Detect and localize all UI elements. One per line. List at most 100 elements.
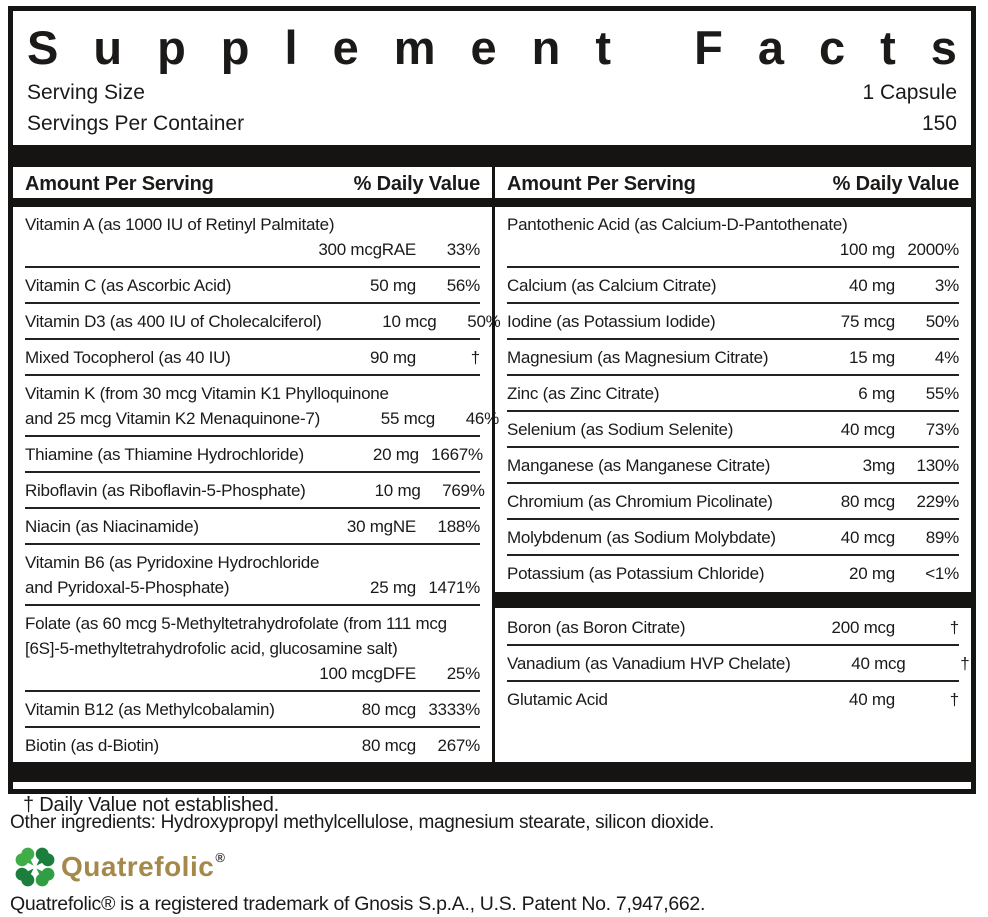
row-separator — [25, 690, 480, 692]
nutrient-daily-value: 89% — [925, 527, 960, 547]
nutrient-amount: 40 mcg — [851, 653, 906, 673]
nutrient-row: Chromium (as Chromium Picolinate) 80 mcg 2… — [495, 484, 971, 518]
other-ingredients-text: Other ingredients: Hydroxypropyl methylc… — [10, 812, 714, 833]
nutrient-amount: 40 mg — [849, 275, 895, 295]
right-header-rule — [495, 198, 971, 207]
nutrient-row: Vanadium (as Vanadium HVP Chelate) 40 mcg… — [495, 646, 971, 680]
nutrient-row: Vitamin A (as 1000 IU of Retinyl Palmita… — [13, 207, 492, 266]
nutrient-name: Iodine (as Potassium Iodide) — [507, 311, 716, 331]
daily-value-heading: % Daily Value — [832, 173, 960, 195]
row-separator — [25, 543, 480, 545]
nutrient-name: Vitamin D3 (as 400 IU of Cholecalciferol… — [25, 311, 322, 331]
nutrient-daily-value: † — [470, 347, 480, 367]
servings-per-container-value: 150 — [921, 112, 957, 135]
row-separator — [507, 374, 959, 376]
row-separator — [25, 338, 480, 340]
serving-size-value: 1 Capsule — [862, 81, 957, 104]
nutrient-daily-value: 46% — [465, 408, 500, 428]
nutrient-daily-value: 1471% — [428, 577, 480, 597]
nutrient-daily-value: <1% — [925, 563, 959, 583]
top-divider-bar — [13, 145, 971, 167]
serving-size-row: Serving Size 1 Capsule — [27, 77, 957, 108]
nutrient-name: Glutamic Acid — [507, 689, 608, 709]
nutrient-daily-value: 25% — [446, 663, 481, 683]
left-rows: Vitamin A (as 1000 IU of Retinyl Palmita… — [13, 207, 501, 762]
amount-per-serving-heading: Amount Per Serving — [507, 173, 696, 195]
nutrient-name: [6S]-5-methyltetrahydrofolic acid, gluco… — [25, 638, 398, 658]
row-separator — [25, 507, 480, 509]
nutrient-amount: 100 mcgDFE — [319, 663, 416, 683]
nutrient-amount: 90 mg — [370, 347, 416, 367]
nutrient-amount: 25 mg — [370, 577, 416, 597]
nutrient-daily-value: 33% — [446, 239, 481, 259]
row-separator — [507, 482, 959, 484]
nutrient-row: Pantothenic Acid (as Calcium-D-Pantothen… — [495, 207, 971, 266]
servings-per-container-row: Servings Per Container 150 — [27, 108, 957, 139]
nutrient-amount: 40 mcg — [840, 419, 896, 439]
nutrient-daily-value: 56% — [446, 275, 481, 295]
nutrient-name: Vitamin A (as 1000 IU of Retinyl Palmita… — [25, 214, 335, 234]
row-separator — [507, 338, 959, 340]
row-separator — [25, 726, 480, 728]
right-column: Amount Per Serving % Daily Value Pantoth… — [492, 167, 971, 762]
nutrient-daily-value: 50% — [925, 311, 960, 331]
nutrient-row: Calcium (as Calcium Citrate) 40 mg 3% — [495, 268, 971, 302]
quatrefolic-logo: Quatrefolic ® — [12, 843, 225, 891]
nutrient-daily-value: 769% — [442, 480, 485, 500]
nutrient-name: Riboflavin (as Riboflavin-5-Phosphate) — [25, 480, 306, 500]
nutrient-daily-value: 50% — [467, 311, 501, 331]
nutrient-name: Niacin (as Niacinamide) — [25, 516, 199, 536]
nutrient-name: Boron (as Boron Citrate) — [507, 617, 686, 637]
row-separator — [507, 302, 959, 304]
right-column-header: Amount Per Serving % Daily Value — [495, 167, 971, 195]
nutrient-name: Manganese (as Manganese Citrate) — [507, 455, 771, 475]
trademark-text: Quatrefolic® is a registered trademark o… — [10, 893, 706, 915]
servings-per-container-label: Servings Per Container — [27, 112, 245, 135]
nutrient-name: Folate (as 60 mcg 5-Methyltetrahydrofola… — [25, 613, 447, 633]
nutrient-amount: 10 mcg — [382, 311, 437, 331]
left-header-rule — [13, 198, 492, 207]
nutrient-daily-value: † — [949, 617, 959, 637]
nutrient-row: Selenium (as Sodium Selenite) 40 mcg 73% — [495, 412, 971, 446]
nutrient-amount: 50 mg — [370, 275, 416, 295]
nutrient-row: Molybdenum (as Sodium Molybdate) 40 mcg 89… — [495, 520, 971, 554]
nutrient-name — [507, 237, 780, 262]
left-column-header: Amount Per Serving % Daily Value — [13, 167, 492, 195]
serving-info: Serving Size 1 Capsule Servings Per Cont… — [27, 77, 957, 139]
nutrient-amount: 80 mcg — [361, 699, 417, 719]
nutrient-row: Boron (as Boron Citrate) 200 mcg † — [495, 610, 971, 644]
nutrient-amount: 200 mcg — [831, 617, 896, 637]
nutrient-daily-value: 1667% — [431, 444, 483, 464]
nutrient-name: Zinc (as Zinc Citrate) — [507, 383, 660, 403]
nutrient-daily-value: 188% — [437, 516, 481, 536]
row-separator — [507, 410, 959, 412]
clover-icon — [12, 844, 58, 890]
nutrient-row: Manganese (as Manganese Citrate) 3mg 130% — [495, 448, 971, 482]
nutrient-amount: 40 mg — [849, 689, 895, 709]
nutrient-row: Thiamine (as Thiamine Hydrochloride) 20 m… — [13, 437, 492, 471]
nutrient-name: Chromium (as Chromium Picolinate) — [507, 491, 773, 511]
nutrient-row: Niacin (as Niacinamide) 30 mgNE 188% — [13, 509, 492, 543]
nutrient-name: Potassium (as Potassium Chloride) — [507, 563, 765, 583]
nutrient-name — [25, 237, 301, 262]
nutrient-row: Vitamin B12 (as Methylcobalamin) 80 mcg 33… — [13, 692, 492, 726]
nutrient-row: Vitamin K (from 30 mcg Vitamin K1 Phyllo… — [13, 376, 499, 435]
row-separator — [507, 554, 959, 556]
nutrient-name: Vitamin K (from 30 mcg Vitamin K1 Phyllo… — [25, 383, 389, 403]
nutrient-name: Vitamin B12 (as Methylcobalamin) — [25, 699, 275, 719]
nutrient-daily-value: 229% — [916, 491, 960, 511]
bottom-divider-bar — [13, 762, 971, 782]
nutrient-name: Vanadium (as Vanadium HVP Chelate) — [507, 653, 791, 673]
nutrient-name: and 25 mcg Vitamin K2 Menaquinone-7) — [25, 408, 320, 428]
row-separator — [25, 471, 480, 473]
nutrient-amount: 40 mcg — [840, 527, 896, 547]
nutrient-daily-value: 4% — [934, 347, 959, 367]
group-separator-bar — [495, 592, 971, 608]
nutrient-daily-value: 3% — [934, 275, 959, 295]
nutrient-name: Pantothenic Acid (as Calcium-D-Pantothen… — [507, 214, 848, 234]
nutrient-amount: 20 mg — [372, 444, 419, 464]
nutrient-amount: 20 mg — [849, 563, 895, 583]
nutrient-daily-value: 73% — [925, 419, 960, 439]
nutrient-row: Mixed Tocopherol (as 40 IU) 90 mg † — [13, 340, 492, 374]
